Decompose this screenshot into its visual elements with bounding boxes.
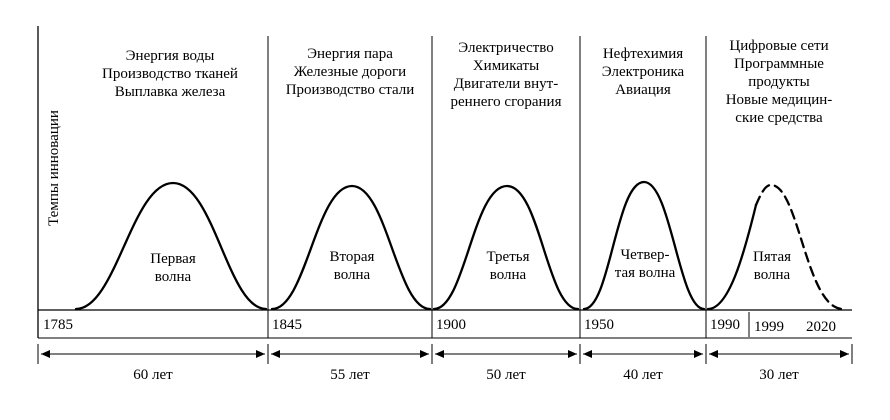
- year-label: 1950: [584, 317, 614, 333]
- wave-5-label: Пятая волна: [753, 249, 791, 283]
- tech-line: Электроника: [602, 64, 685, 80]
- wave-2-curve: [270, 184, 432, 311]
- tech-column-4: Нефтехимия Электроника Авиация: [602, 46, 685, 98]
- duration-label: 55 лет: [330, 367, 370, 383]
- year-label: 1990: [710, 317, 740, 333]
- tech-line: Цифровые сети: [729, 38, 828, 54]
- wave-label-line: тая волна: [615, 265, 676, 281]
- tech-line: Производство тканей: [102, 66, 238, 82]
- year-label: 1845: [272, 317, 302, 333]
- tech-column-5: Цифровые сети Программные продукты Новые…: [726, 38, 833, 126]
- tech-line: Энергия воды: [126, 48, 215, 64]
- wave-label-line: Первая: [150, 251, 196, 267]
- duration-label: 60 лет: [133, 367, 173, 383]
- wave-5-curve-dashed: [754, 183, 845, 311]
- wave-label-line: волна: [155, 269, 192, 285]
- tech-column-2: Энергия пара Железные дороги Производств…: [286, 46, 415, 98]
- year-label: 1900: [436, 317, 466, 333]
- wave-3-label: Третья волна: [486, 249, 529, 283]
- wave-1-label: Первая волна: [150, 251, 196, 285]
- tech-line: Двигатели внут-: [454, 76, 558, 92]
- duration-label: 50 лет: [486, 367, 526, 383]
- y-axis-label: Темпы инновации: [46, 110, 62, 226]
- tech-line: Авиация: [615, 82, 671, 98]
- wave-2-label: Вторая волна: [330, 249, 375, 283]
- wave-5-curve-solid: [706, 203, 758, 311]
- duration-label: 30 лет: [759, 367, 799, 383]
- wave-4-curve: [582, 180, 706, 311]
- tech-line: продукты: [748, 74, 809, 90]
- tech-line: Программные: [734, 56, 824, 72]
- tech-line: Выплавка железа: [115, 84, 226, 100]
- wave-4-label: Четвер- тая волна: [615, 247, 676, 281]
- wave-label-line: Четвер-: [620, 247, 669, 263]
- year-label: 1999: [754, 319, 784, 335]
- wave-label-line: волна: [490, 267, 527, 283]
- tech-line: Нефтехимия: [603, 46, 683, 62]
- wave-label-line: Третья: [486, 249, 529, 265]
- wave-label-line: волна: [754, 267, 791, 283]
- tech-line: Железные дороги: [294, 64, 406, 80]
- wave-1-curve: [74, 181, 268, 311]
- duration-band: 60 лет 55 лет 50 лет 40 лет 30 лет: [37, 344, 853, 383]
- tech-line: Электричество: [458, 40, 553, 56]
- tech-line: Энергия пара: [307, 46, 393, 62]
- year-label: 1785: [43, 317, 73, 333]
- wave-3-curve: [432, 184, 580, 311]
- tech-line: реннего сгорания: [451, 94, 562, 110]
- wave-label-line: Вторая: [330, 249, 375, 265]
- tech-column-1: Энергия воды Производство тканей Выплавк…: [102, 48, 238, 100]
- year-labels: 1785 1845 1900 1950 1990 1999 2020: [43, 317, 836, 335]
- wave-label-line: волна: [334, 267, 371, 283]
- tech-line: Химикаты: [473, 58, 539, 74]
- year-label: 2020: [806, 319, 836, 335]
- tech-line: Производство стали: [286, 82, 415, 98]
- tech-line: Новые медицин-: [726, 92, 833, 108]
- tech-column-3: Электричество Химикаты Двигатели внут- р…: [451, 40, 562, 110]
- tech-line: ские средства: [735, 110, 823, 126]
- wave-label-line: Пятая: [753, 249, 791, 265]
- duration-label: 40 лет: [623, 367, 663, 383]
